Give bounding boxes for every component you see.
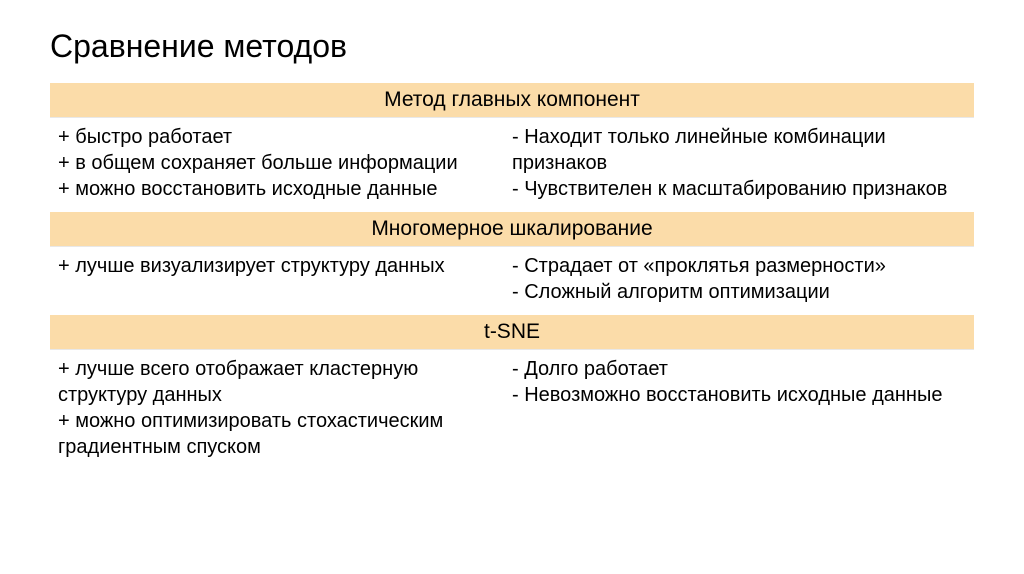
section-header-tsne: t-SNE <box>50 315 974 349</box>
pros-mds: + лучше визуализирует структуру данных <box>58 253 512 305</box>
pros-pca: + быстро работает + в общем сохраняет бо… <box>58 124 512 202</box>
pros-tsne: + лучше всего отображает кластерную стру… <box>58 356 512 460</box>
section-header-pca: Метод главных компонент <box>50 83 974 117</box>
slide: Сравнение методов Метод главных компонен… <box>0 0 1024 490</box>
cons-tsne: - Долго работает - Невозможно восстанови… <box>512 356 966 460</box>
section-row-pca: + быстро работает + в общем сохраняет бо… <box>50 117 974 212</box>
section-row-tsne: + лучше всего отображает кластерную стру… <box>50 349 974 470</box>
section-row-mds: + лучше визуализирует структуру данных -… <box>50 246 974 315</box>
cons-pca: - Находит только линейные комбинации при… <box>512 124 966 202</box>
section-header-mds: Многомерное шкалирование <box>50 212 974 246</box>
page-title: Сравнение методов <box>50 28 974 65</box>
cons-mds: - Страдает от «проклятья размерности» - … <box>512 253 966 305</box>
